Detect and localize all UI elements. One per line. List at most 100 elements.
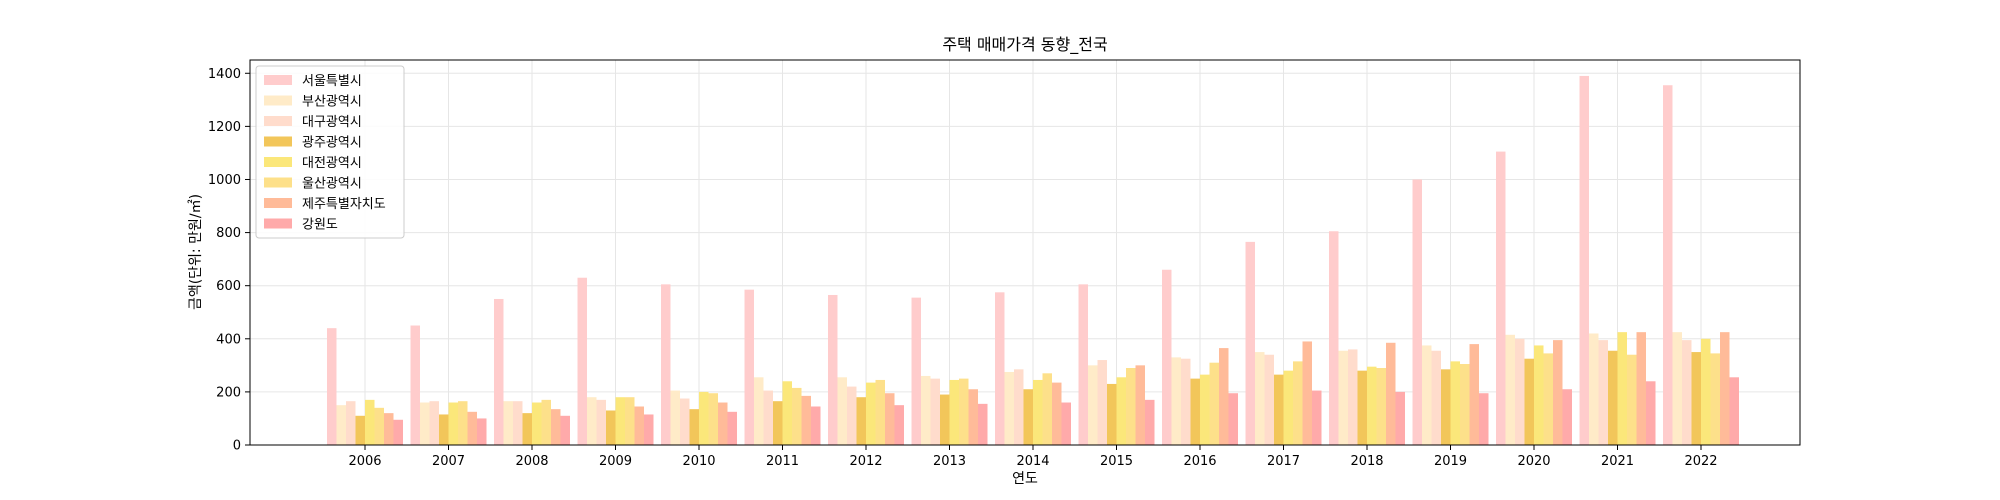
bar (930, 378, 940, 445)
y-tick-label: 0 (233, 439, 241, 454)
bar (1460, 364, 1470, 445)
bar (448, 402, 458, 445)
bar (365, 399, 375, 445)
bar (541, 399, 551, 445)
bars (327, 75, 1739, 446)
bar (420, 402, 430, 445)
bar (1450, 361, 1460, 445)
bar (503, 401, 513, 445)
y-tick-label: 600 (216, 279, 241, 294)
bar (1033, 379, 1043, 445)
bar (644, 414, 654, 445)
bar (532, 402, 542, 445)
y-tick-label: 800 (216, 226, 241, 241)
bar (811, 406, 821, 445)
bar (1646, 381, 1656, 445)
bar (1329, 231, 1339, 445)
bar (1312, 390, 1322, 445)
bar (718, 402, 728, 445)
bar (1469, 344, 1479, 445)
bar (346, 401, 356, 445)
x-tick-label: 2021 (1601, 454, 1634, 469)
bar (1441, 369, 1451, 445)
x-tick-label: 2011 (766, 454, 799, 469)
bar (763, 390, 773, 445)
bar (327, 328, 337, 445)
y-tick-label: 200 (216, 385, 241, 400)
bar (1720, 332, 1730, 445)
legend-label: 광주광역시 (302, 136, 362, 151)
bar (1367, 366, 1377, 445)
bar (792, 387, 802, 445)
bar (699, 391, 709, 445)
bar (1283, 370, 1293, 445)
bar (1701, 338, 1711, 445)
bar (1672, 332, 1682, 445)
bar (1097, 360, 1107, 445)
y-tick-label: 1200 (208, 120, 241, 135)
bar (856, 397, 866, 445)
bar (1145, 399, 1155, 445)
bar (1274, 374, 1284, 445)
bar (1663, 85, 1673, 446)
x-tick-label: 2006 (348, 454, 381, 469)
legend-label: 제주특별자치도 (302, 197, 386, 212)
bar (1061, 402, 1071, 445)
bar (1042, 373, 1052, 445)
grid (250, 60, 1800, 446)
bar (1302, 341, 1312, 445)
bar (1357, 370, 1367, 445)
bar (634, 406, 644, 445)
bar (689, 409, 699, 445)
y-axis-label: 금액(단위: 만원/㎡) (188, 194, 204, 310)
bar (1422, 345, 1432, 445)
x-axis: 2006 2007 2008 2009 2010 2011 2012 2013 2014 2015… (348, 445, 1718, 469)
legend-swatch (264, 218, 292, 229)
bar (911, 297, 921, 445)
bar (1682, 340, 1692, 445)
x-tick-label: 2017 (1267, 454, 1300, 469)
bar (885, 393, 895, 445)
legend-swatch (264, 198, 292, 208)
bar (995, 292, 1005, 445)
legend-label: 울산광역시 (302, 177, 362, 192)
bar (1589, 333, 1599, 445)
bar (1014, 369, 1024, 445)
bar (1126, 368, 1136, 445)
y-tick-label: 400 (216, 332, 241, 347)
bar (949, 379, 959, 445)
bar (1190, 378, 1200, 445)
x-tick-label: 2020 (1517, 454, 1550, 469)
bar (1135, 365, 1145, 445)
legend-label: 대전광역시 (302, 156, 362, 171)
bar (1200, 374, 1210, 445)
bar (847, 386, 857, 445)
bar (773, 401, 783, 445)
bar (410, 325, 420, 445)
x-tick-label: 2022 (1684, 454, 1717, 469)
bar (708, 393, 718, 445)
x-tick-label: 2008 (515, 454, 548, 469)
legend-swatch (264, 136, 292, 147)
y-axis: 0 200 400 600 800 1000 1200 1400 (208, 67, 250, 454)
bar (661, 284, 671, 445)
bar (1264, 354, 1274, 445)
bar (336, 405, 346, 445)
x-tick-label: 2018 (1350, 454, 1383, 469)
bar (1543, 353, 1553, 445)
bar (467, 411, 477, 445)
bar (429, 401, 439, 445)
bar (1078, 284, 1088, 445)
bar (1219, 348, 1229, 445)
bar (1338, 350, 1348, 445)
bar (1293, 361, 1303, 445)
x-tick-label: 2010 (682, 454, 715, 469)
bar (615, 397, 625, 445)
bar (1553, 340, 1563, 445)
bar (439, 414, 449, 445)
bar (1627, 354, 1637, 445)
legend-swatch (264, 177, 292, 188)
plot-frame (249, 59, 1801, 446)
bar (355, 415, 365, 445)
